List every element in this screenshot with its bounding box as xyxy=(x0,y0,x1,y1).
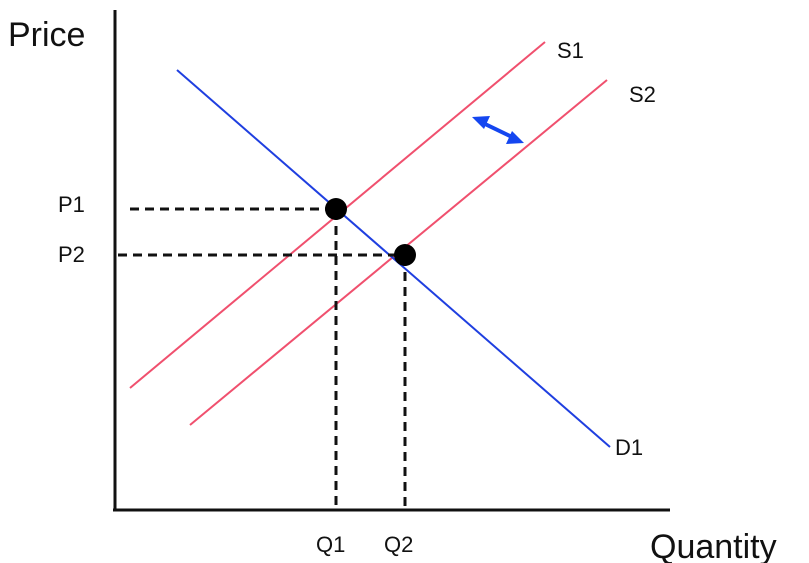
demand-curve-d1 xyxy=(176,69,611,448)
curve-label-d1: D1 xyxy=(615,435,643,460)
double-headed-arrow-icon xyxy=(472,116,524,144)
price-label-p1: P1 xyxy=(58,192,85,217)
price-label-p2: P2 xyxy=(58,242,85,267)
curve-label-s1: S1 xyxy=(557,38,584,63)
quantity-label-q1: Q1 xyxy=(316,532,345,557)
equilibrium-point-1 xyxy=(325,198,347,220)
x-axis-title: Quantity xyxy=(650,528,777,563)
y-axis-title: Price xyxy=(8,16,85,54)
curve-label-s2: S2 xyxy=(629,82,656,107)
equilibrium-point-2 xyxy=(394,244,416,266)
quantity-label-q2: Q2 xyxy=(384,532,413,557)
